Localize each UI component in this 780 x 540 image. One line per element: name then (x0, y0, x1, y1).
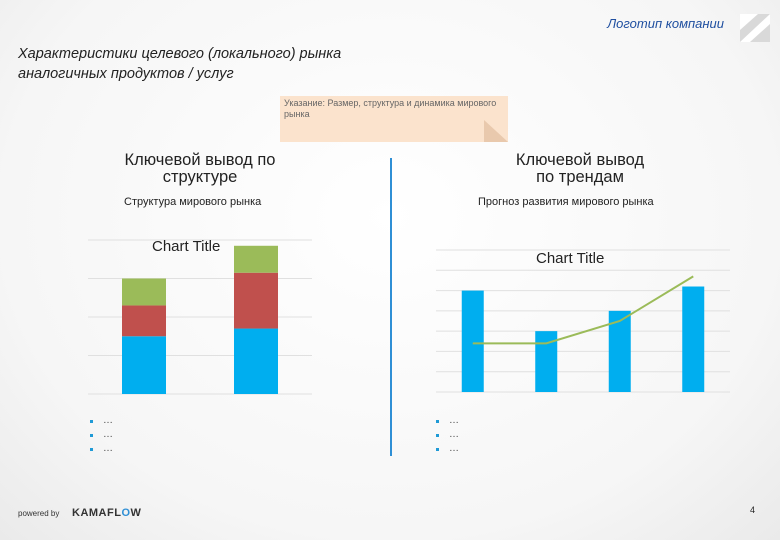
left-bar-segment-0-2 (122, 278, 166, 306)
brand-logo[interactable]: KAMAFLOW (72, 507, 141, 519)
right-bar-3 (682, 286, 705, 392)
right-bar-0 (461, 290, 484, 392)
trends-chart: Chart Title (436, 249, 730, 393)
page-number: 4 (750, 505, 756, 515)
left-chart-grid (88, 239, 312, 395)
list-item: … (90, 442, 113, 456)
list-item-text: … (449, 415, 459, 426)
page-title: Характеристики целевого (локального) рын… (18, 44, 438, 84)
left-bar-segment-0-1 (122, 305, 166, 337)
brand-logo-part1: KAMAFL (72, 507, 122, 519)
right-bullet-list: … … … (436, 414, 459, 456)
right-heading-line1: Ключевой вывод (515, 151, 645, 169)
right-bar-1 (535, 331, 558, 392)
company-logo-text: Логотип компании (607, 16, 724, 31)
company-logo-icon (740, 14, 770, 42)
bullet-icon (436, 419, 439, 423)
right-heading: Ключевой вывод по трендам (470, 152, 690, 186)
bullet-icon (90, 433, 93, 437)
right-chart-grid (436, 249, 730, 393)
page-title-line1: Характеристики целевого (локального) рын… (18, 46, 342, 62)
right-chart-line (472, 275, 694, 345)
list-item: … (436, 428, 459, 442)
brand-logo-part2: W (130, 507, 142, 519)
bullet-icon (436, 433, 439, 437)
page-title-line2: аналогичных продуктов / услуг (18, 66, 234, 82)
powered-by-label: powered by (18, 509, 60, 518)
left-subtitle: Структура мирового рынка (124, 196, 262, 208)
list-item-text: … (103, 415, 113, 426)
instruction-note: Указание: Размер, структура и динамика м… (280, 96, 508, 142)
left-heading-line2: структуре (162, 168, 238, 186)
left-chart-bars (122, 245, 278, 394)
left-bar-segment-1-1 (234, 272, 278, 329)
left-heading-line1: Ключевой вывод по (124, 151, 276, 169)
brand-logo-o: O (121, 507, 131, 519)
list-item-text: … (449, 429, 459, 440)
list-item: … (436, 442, 459, 456)
note-fold-corner (484, 120, 508, 142)
right-chart-title: Chart Title (536, 250, 604, 267)
list-item: … (90, 428, 113, 442)
left-bullet-list: … … … (90, 414, 113, 456)
right-chart-bars (461, 286, 705, 392)
list-item-text: … (103, 429, 113, 440)
left-bar-segment-1-0 (234, 328, 278, 394)
left-heading: Ключевой вывод по структуре (100, 152, 300, 186)
left-bar-segment-0-0 (122, 336, 166, 394)
left-bar-segment-1-2 (234, 245, 278, 273)
bullet-icon (436, 447, 439, 451)
bullet-icon (90, 419, 93, 423)
left-chart-title: Chart Title (152, 238, 220, 255)
right-bar-2 (608, 310, 631, 392)
right-heading-line2: по трендам (536, 168, 624, 186)
column-divider (390, 158, 392, 456)
structure-chart: Chart Title (88, 238, 312, 395)
bullet-icon (90, 447, 93, 451)
list-item-text: … (103, 443, 113, 454)
right-subtitle: Прогноз развития мирового рынка (478, 196, 654, 208)
instruction-note-text: Указание: Размер, структура и динамика м… (284, 98, 497, 119)
list-item-text: … (449, 443, 459, 454)
list-item: … (90, 414, 113, 428)
right-trend-line (472, 275, 694, 345)
list-item: … (436, 414, 459, 428)
